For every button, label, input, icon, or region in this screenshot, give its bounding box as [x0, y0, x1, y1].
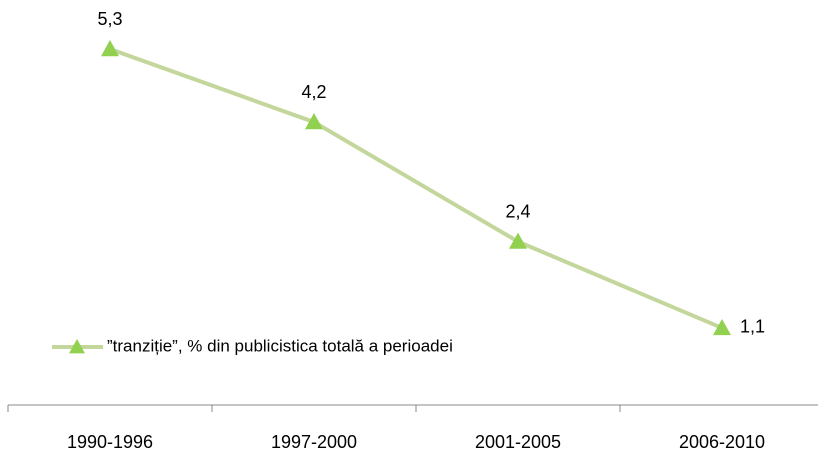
x-tick-label: 2006-2010: [679, 432, 765, 452]
marker: [305, 113, 323, 130]
x-tick-label: 1990-1996: [67, 432, 153, 452]
series-line: [109, 47, 723, 330]
data-label: 5,3: [97, 9, 122, 29]
data-label: 2,4: [505, 201, 530, 221]
legend-marker: [69, 339, 85, 354]
legend-label: ”tranziție”, % din publicistica totală a…: [107, 336, 453, 355]
marker: [101, 40, 119, 57]
data-label: 1,1: [740, 317, 765, 337]
marker: [713, 318, 731, 336]
marker: [509, 232, 527, 249]
x-tick-label: 1997-2000: [271, 432, 357, 452]
x-tick-label: 2001-2005: [475, 432, 561, 452]
data-label: 4,2: [301, 82, 326, 102]
